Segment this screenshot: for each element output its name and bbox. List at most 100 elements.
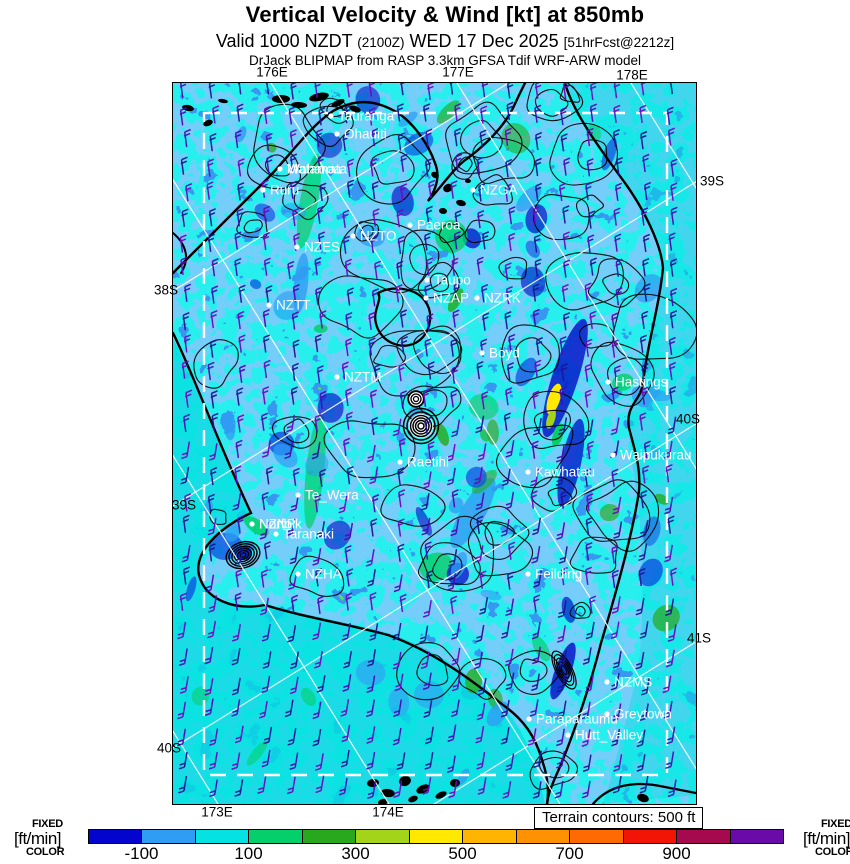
- station-dot: [334, 131, 340, 137]
- axis-label-bottom: 173E: [201, 804, 233, 820]
- colorbar-segment: [515, 830, 570, 843]
- colorbar-tick-label: 500: [448, 844, 477, 863]
- station-label: Greytown: [614, 707, 672, 722]
- colorbar-segment: [89, 830, 142, 843]
- station-label: NZTT: [276, 298, 311, 313]
- header: Vertical Velocity & Wind [kt] at 850mb V…: [45, 0, 845, 68]
- lift-sink-features: [185, 86, 680, 785]
- terrain-contours: [193, 83, 696, 790]
- colorbar-segment: [141, 830, 195, 843]
- colorbar-tick-label: -100: [124, 844, 159, 863]
- colorbar-tick-label: 300: [341, 844, 370, 863]
- station-dot: [423, 295, 429, 301]
- station-dot: [295, 571, 301, 577]
- station-label: NZTM: [344, 370, 382, 385]
- axis-label-right: 39S: [699, 173, 725, 189]
- station-dot: [525, 469, 531, 475]
- station-label: NZGA: [480, 183, 518, 198]
- station-label: Taupo: [434, 273, 471, 288]
- valid-zulu: (2100Z): [357, 35, 405, 50]
- station-label: Boyd: [489, 346, 520, 361]
- station-dot: [526, 716, 532, 722]
- station-dot: [525, 571, 531, 577]
- colorbar-tick-label: 100: [234, 844, 263, 863]
- station-dot: [407, 222, 413, 228]
- axis-label-bottom: 174E: [372, 804, 404, 820]
- station-label: Ruru: [270, 183, 299, 198]
- station-dot: [350, 233, 356, 239]
- station-dot: [474, 295, 480, 301]
- map-canvas[interactable]: Tauranga Ohauiti Matamata Waharoa Ruru NZGA Pa…: [172, 82, 697, 805]
- axis-label-top: 176E: [256, 64, 288, 80]
- station-label: NZNP: [259, 517, 296, 532]
- forecast-tag: [51hrFcst@2212z]: [563, 35, 675, 50]
- station-label: Kawhatau: [535, 465, 595, 480]
- axis-label-top: 177E: [442, 64, 474, 80]
- colorbar: [88, 829, 784, 844]
- station-dot: [605, 379, 611, 385]
- wind-barbs: [177, 83, 678, 800]
- station-dot: [610, 452, 616, 458]
- units-label: [ft/min]: [803, 829, 850, 848]
- station-dot: [266, 302, 272, 308]
- colorbar-segment: [729, 830, 784, 843]
- station-label: Paeroa: [417, 218, 461, 233]
- station-label: Ohauiti: [344, 127, 387, 142]
- color-label: COLOR: [815, 846, 850, 858]
- terrain-contours-note: Terrain contours: 500 ft: [534, 807, 704, 829]
- colorbar-tick-label: 700: [555, 844, 584, 863]
- station-dot: [397, 459, 403, 465]
- station-label: Paraparaumu: [536, 712, 618, 727]
- colorbar-units-right: FIXED [ft/min] COLOR: [803, 819, 850, 858]
- valid-prefix: Valid 1000 NZDT: [215, 31, 358, 51]
- station-label: NZTO: [360, 229, 397, 244]
- lat-lon-graticule: [173, 83, 696, 804]
- station-dot: [334, 374, 340, 380]
- colorbar-segment: [676, 830, 730, 843]
- station-label: Matamata: [287, 162, 348, 177]
- station-label: NZAP: [433, 291, 469, 306]
- station-dot: [277, 166, 283, 172]
- station-dot: [328, 113, 334, 119]
- station-dot: [294, 244, 300, 250]
- station-dot: [249, 521, 255, 527]
- colorbar-segment: [194, 830, 249, 843]
- valid-date: WED 17 Dec 2025: [404, 31, 564, 51]
- fixed-label: FIXED: [32, 818, 63, 830]
- colorbar-segment: [462, 830, 516, 843]
- station-dot: [260, 187, 266, 193]
- fixed-label: FIXED: [821, 818, 850, 830]
- station-label: NZES: [304, 240, 340, 255]
- station-dot: [565, 732, 571, 738]
- station-label: Waharoa: [287, 162, 342, 177]
- station-label: Hastings: [615, 375, 668, 390]
- colorbar-segment: [622, 830, 677, 843]
- units-label: [ft/min]: [14, 829, 62, 848]
- station-dot: [470, 187, 476, 193]
- page-title: Vertical Velocity & Wind [kt] at 850mb: [245, 2, 645, 27]
- station-label: NZRK: [484, 291, 521, 306]
- axis-label-right: 41S: [686, 630, 712, 646]
- axis-label-left: 40S: [156, 740, 182, 756]
- axis-label-left: 39S: [171, 497, 197, 513]
- station-dot: [479, 350, 485, 356]
- station-label: Hutt_Valley: [575, 728, 643, 743]
- colorbar-segment: [248, 830, 302, 843]
- colorbar-segment: [408, 830, 463, 843]
- axis-label-right: 40S: [675, 411, 701, 427]
- station-dot: [604, 711, 610, 717]
- colorbar-units-left: FIXED [ft/min] COLOR: [14, 819, 88, 858]
- model-line: DrJack BLIPMAP from RASP 3.3km GFSA Tdif…: [248, 53, 642, 68]
- station-label: Waipukurau: [620, 448, 692, 463]
- station-dot: [604, 679, 610, 685]
- axis-label-left: 38S: [153, 282, 179, 298]
- colorbar-tick-label: 900: [662, 844, 691, 863]
- station-dot: [295, 492, 301, 498]
- valid-time-line: Valid 1000 NZDT (2100Z) WED 17 Dec 2025 …: [45, 31, 845, 52]
- station-label: Tauranga: [338, 109, 395, 124]
- colorbar-segment: [569, 830, 623, 843]
- station-label: NZMS: [614, 675, 652, 690]
- colorbar-segment: [355, 830, 409, 843]
- station-label: Taranaki: [283, 527, 334, 542]
